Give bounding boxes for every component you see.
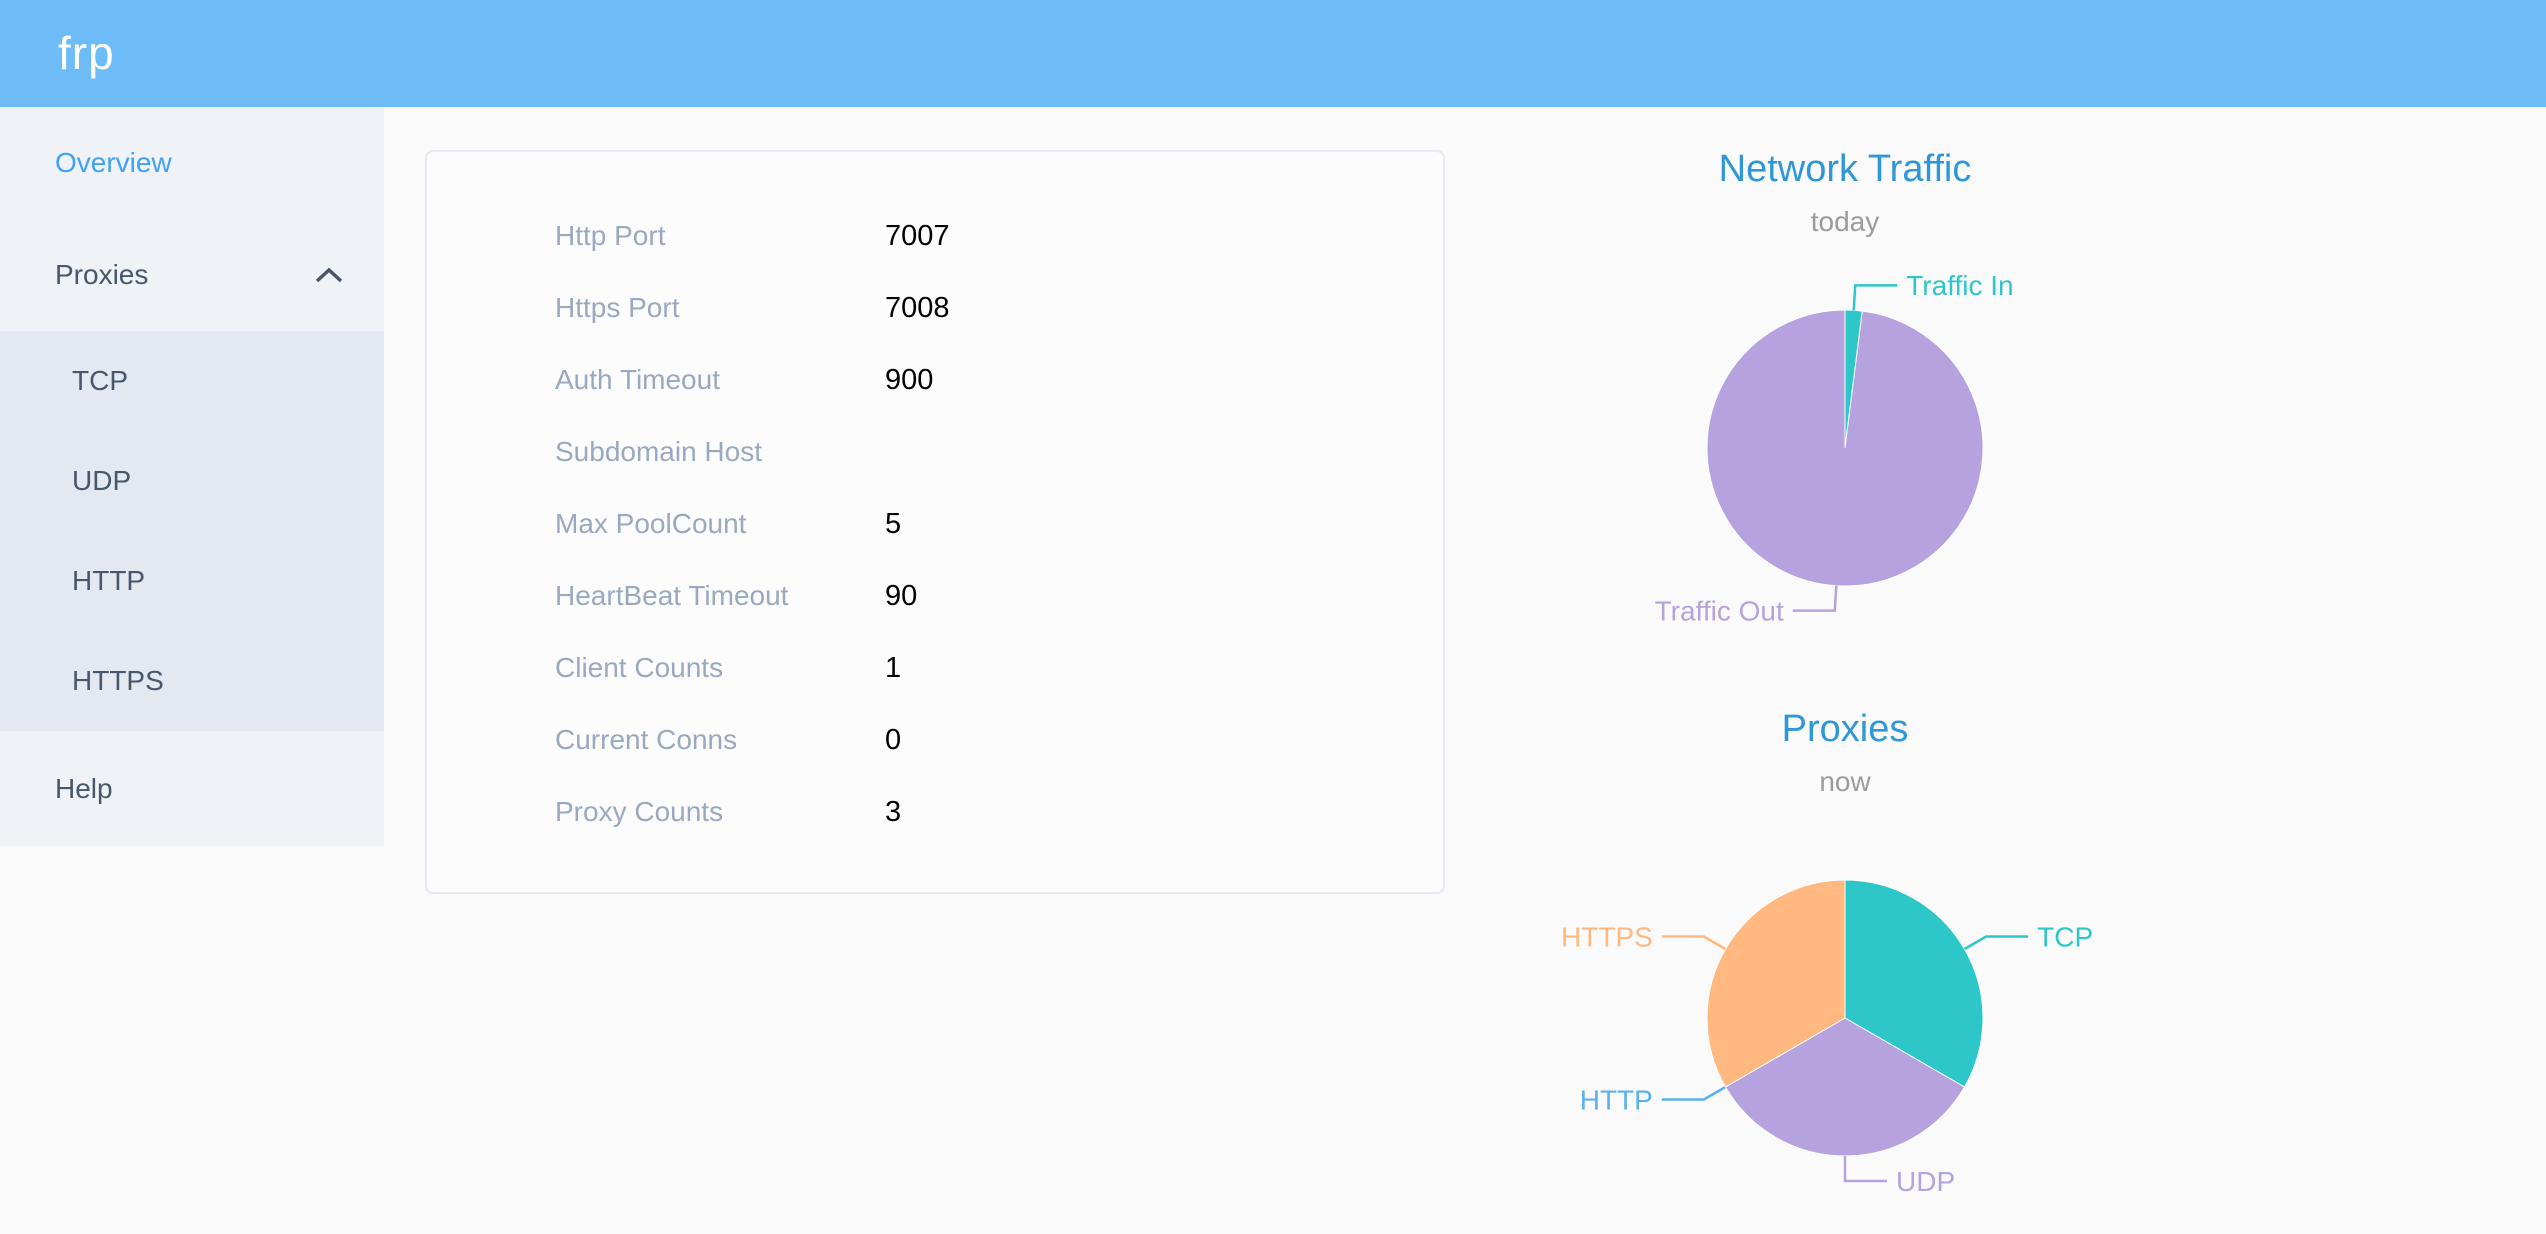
server-info-row: Current Conns 0 [427,704,1443,776]
pie-label-udp: UDP [1896,1166,1955,1197]
row-value: 1 [885,651,902,684]
app-logo: frp [58,27,115,79]
app-header: frp [0,0,2546,107]
row-value: 90 [885,579,918,612]
chevron-up-icon [315,267,343,283]
row-label: Proxy Counts [555,796,724,827]
row-value: 5 [885,507,902,540]
server-info-row: HeartBeat Timeout 90 [427,560,1443,632]
pie-label-line [1963,935,2029,951]
network-traffic-pie: Traffic In Traffic Out [1655,270,2014,626]
sidebar-item-proxies[interactable]: Proxies [0,219,384,331]
chart-title: Proxies [1781,708,1909,750]
server-info-row: Max PoolCount 5 [427,488,1443,560]
sidebar-item-label: HTTP [72,565,146,596]
server-info-row: Proxy Counts 3 [427,776,1443,848]
pie-label-line [1661,1085,1727,1101]
server-info-row: Auth Timeout 900 [427,344,1443,416]
pie-slice-traffic-out[interactable] [1706,309,1984,587]
row-label: Current Conns [555,724,738,755]
row-label: Subdomain Host [555,436,763,467]
sidebar-item-label: Proxies [55,259,149,290]
sidebar-item-label: TCP [72,365,128,396]
chart-subtitle: now [1819,766,1871,797]
sidebar-submenu-proxies: TCP UDP HTTP HTTPS [0,331,384,731]
row-value: 7007 [885,219,950,252]
sidebar-item-label: UDP [72,465,132,496]
sidebar-item-http[interactable]: HTTP [0,531,384,631]
row-label: Max PoolCount [555,508,747,539]
sidebar-item-label: Overview [55,147,172,178]
sidebar-item-label: HTTPS [72,665,164,696]
pie-label-line [1843,1156,1887,1183]
row-label: Https Port [555,292,680,323]
row-value: 7008 [885,291,950,324]
proxies-pie: TCP UDP HTTP HTTPS [1561,879,2093,1197]
sidebar-item-https[interactable]: HTTPS [0,631,384,731]
chart-subtitle: today [1810,206,1880,237]
pie-label-http: HTTP [1580,1084,1653,1115]
server-info-card: Http Port 7007 Https Port 7008 Auth Time… [425,150,1445,894]
sidebar-item-udp[interactable]: UDP [0,431,384,531]
pie-label-traffic-out: Traffic Out [1655,595,1784,626]
row-label: Http Port [555,220,666,251]
server-info-row: Http Port 7007 [427,200,1443,272]
network-traffic-chart: Network Traffic today Traffic In Traffic … [1445,140,2546,700]
row-value: 900 [885,363,934,396]
sidebar: Overview Proxies TCP UDP HTTP HTTPS Help [0,107,384,1234]
sidebar-item-label: Help [55,772,113,804]
pie-label-tcp: TCP [2037,921,2093,952]
row-label: Client Counts [555,652,724,683]
row-label: Auth Timeout [555,364,720,395]
pie-label-line [1792,585,1838,612]
row-label: HeartBeat Timeout [555,580,789,611]
chart-title: Network Traffic [1718,148,1972,190]
proxies-chart: Proxies now TCP UDP HTTP HTTPS [1445,700,2546,1234]
sidebar-item-overview[interactable]: Overview [0,107,384,219]
sidebar-item-tcp[interactable]: TCP [0,331,384,431]
server-info-row: Https Port 7008 [427,272,1443,344]
row-value: 3 [885,795,902,828]
pie-label-https: HTTPS [1561,921,1653,952]
server-info-row: Client Counts 1 [427,632,1443,704]
sidebar-item-help[interactable]: Help [0,731,384,846]
row-value: 0 [885,723,902,756]
pie-label-line [1852,284,1898,311]
pie-label-traffic-in: Traffic In [1906,270,2013,301]
pie-label-line [1661,935,1727,951]
server-info-row: Subdomain Host [427,416,1443,488]
